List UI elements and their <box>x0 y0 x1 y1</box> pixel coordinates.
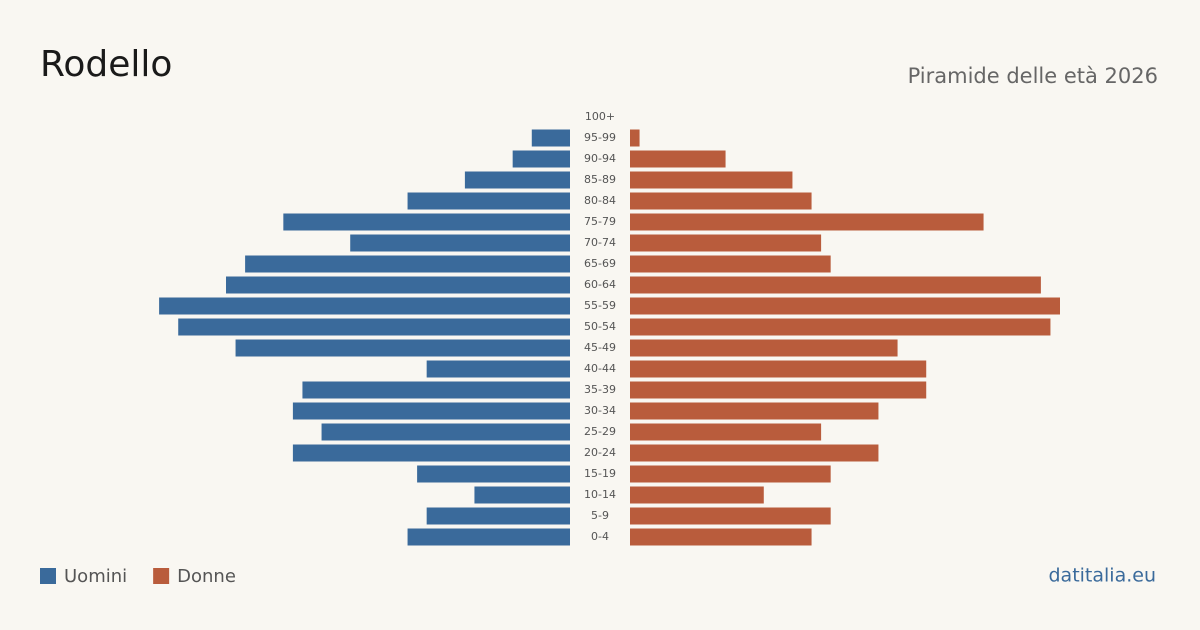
bar <box>350 234 570 252</box>
bar <box>630 255 831 273</box>
age-label: 40-44 <box>584 362 616 375</box>
age-label: 70-74 <box>584 236 616 249</box>
chart-subtitle: Piramide delle età 2026 <box>908 64 1158 88</box>
bar <box>630 213 984 231</box>
bar <box>630 360 927 378</box>
bar <box>630 129 640 147</box>
bar <box>235 339 571 357</box>
age-label: 10-14 <box>584 488 616 501</box>
bar <box>464 171 570 189</box>
age-label: 90-94 <box>584 152 616 165</box>
chart-title: Rodello <box>40 44 172 85</box>
age-label: 75-79 <box>584 215 616 228</box>
age-label: 65-69 <box>584 257 616 270</box>
bar <box>630 381 927 399</box>
bar <box>407 192 570 210</box>
age-label: 0-4 <box>591 530 609 543</box>
bar <box>292 444 570 462</box>
bar <box>630 507 831 525</box>
age-label: 50-54 <box>584 320 616 333</box>
bar <box>159 297 570 315</box>
bar <box>630 318 1051 336</box>
bar <box>302 381 570 399</box>
legend-swatch <box>40 568 56 584</box>
legend-label: Donne <box>177 566 236 587</box>
bar <box>245 255 570 273</box>
bar <box>630 444 879 462</box>
bar <box>630 171 793 189</box>
bar <box>474 486 570 504</box>
legend-swatch <box>153 568 170 584</box>
age-label: 30-34 <box>584 404 616 417</box>
age-label: 20-24 <box>584 446 616 459</box>
bar <box>630 276 1041 294</box>
source: datitalia.eu <box>1049 565 1157 587</box>
bar <box>630 402 879 420</box>
bar <box>321 423 570 441</box>
bar <box>226 276 570 294</box>
age-label: 60-64 <box>584 278 616 291</box>
age-label: 80-84 <box>584 194 616 207</box>
bar <box>630 465 831 483</box>
bar <box>630 486 764 504</box>
bar <box>283 213 570 231</box>
age-label: 45-49 <box>584 341 616 354</box>
bar <box>407 528 570 546</box>
bar <box>512 150 570 168</box>
bar <box>630 150 726 168</box>
bar <box>630 423 822 441</box>
age-label: 35-39 <box>584 383 616 396</box>
age-label: 85-89 <box>584 173 616 186</box>
bar <box>292 402 570 420</box>
bar <box>630 192 812 210</box>
age-label: 100+ <box>585 110 615 123</box>
bar <box>630 528 812 546</box>
age-label: 5-9 <box>591 509 609 522</box>
bar <box>630 297 1060 315</box>
bar <box>630 339 898 357</box>
legend-label: Uomini <box>64 566 127 587</box>
age-label: 15-19 <box>584 467 616 480</box>
bar <box>426 360 570 378</box>
age-label: 25-29 <box>584 425 616 438</box>
bar <box>426 507 570 525</box>
bar <box>630 234 822 252</box>
age-label: 95-99 <box>584 131 616 144</box>
bar <box>417 465 570 483</box>
bar <box>178 318 570 336</box>
bar <box>531 129 570 147</box>
age-label: 55-59 <box>584 299 616 312</box>
